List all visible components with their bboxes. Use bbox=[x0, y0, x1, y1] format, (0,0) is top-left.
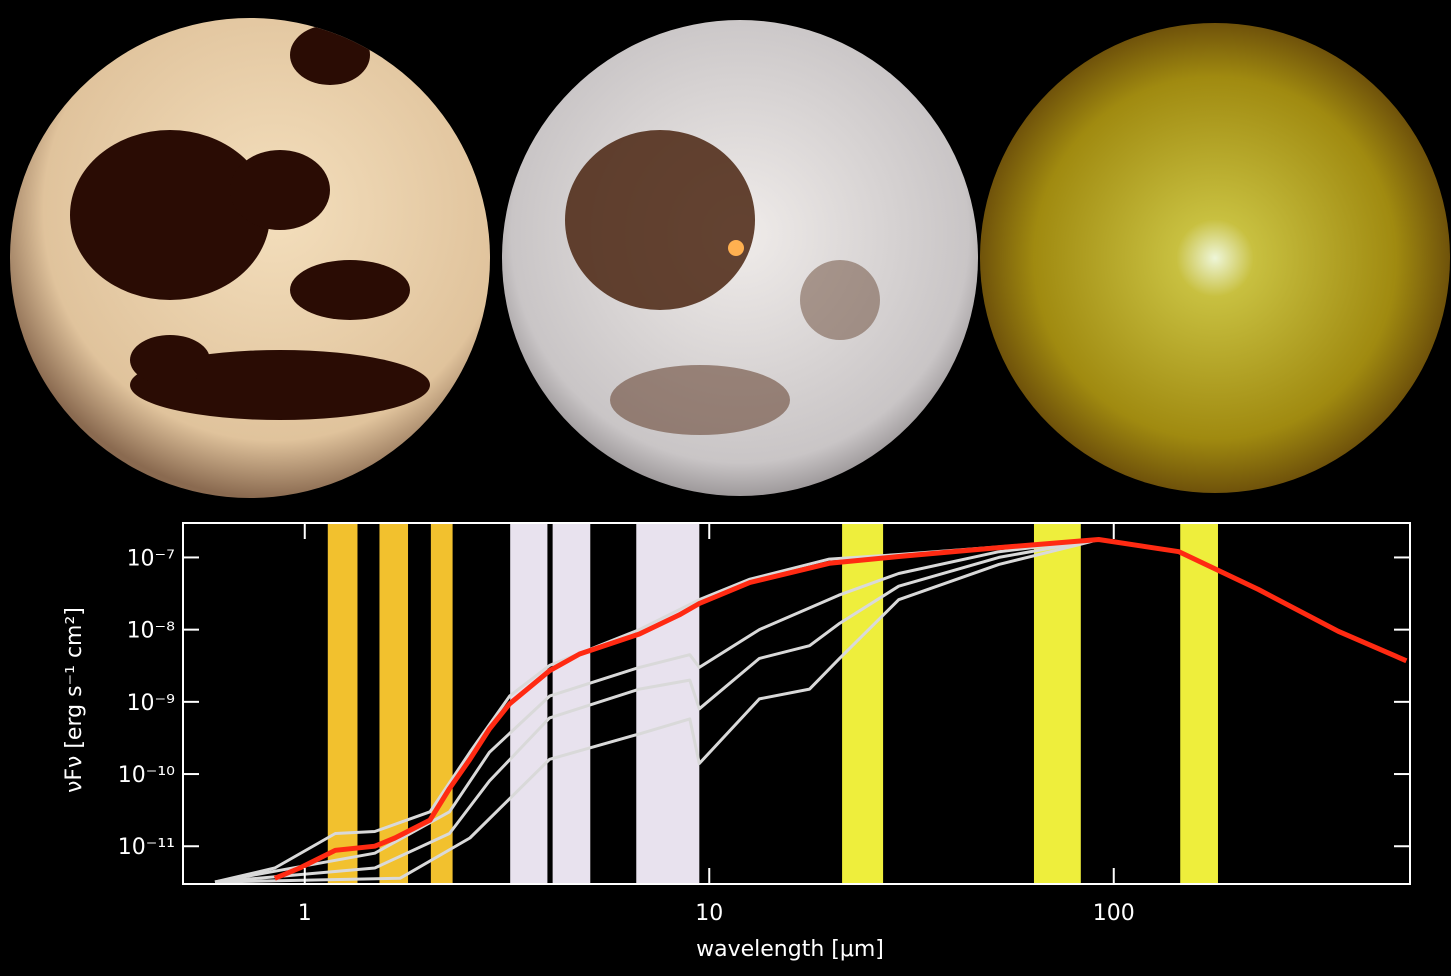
y-axis-label: νFν [erg s⁻¹ cm²] bbox=[62, 607, 87, 793]
filter-band bbox=[842, 523, 883, 884]
x-tick-label: 1 bbox=[298, 901, 312, 926]
y-tick-label: 10⁻¹¹ bbox=[118, 835, 175, 860]
filter-band bbox=[636, 523, 699, 884]
filter-band bbox=[553, 523, 591, 884]
filter-band bbox=[328, 523, 358, 884]
y-tick-label: 10⁻⁸ bbox=[127, 619, 176, 644]
x-axis-label: wavelength [μm] bbox=[696, 937, 884, 962]
y-tick-label: 10⁻⁷ bbox=[127, 546, 175, 571]
y-tick-label: 10⁻¹⁰ bbox=[118, 763, 175, 788]
filter-band bbox=[431, 523, 453, 884]
image-panels bbox=[10, 18, 1450, 498]
figure: 10⁻⁷ 10⁻⁸ 10⁻⁹ 10⁻¹⁰ 10⁻¹¹ 1 10 100 νFν [erg s⁻… bbox=[0, 0, 1451, 976]
x-tick-label: 100 bbox=[1093, 901, 1135, 926]
plot-frame bbox=[183, 523, 1410, 884]
filter-band bbox=[1180, 523, 1218, 884]
plot: 10⁻⁷ 10⁻⁸ 10⁻⁹ 10⁻¹⁰ 10⁻¹¹ 1 10 100 bbox=[118, 523, 1410, 926]
filter-band bbox=[1034, 523, 1081, 884]
x-tick-label: 10 bbox=[695, 901, 723, 926]
image-3 bbox=[980, 23, 1450, 493]
page: {"chart_data": {"type": "line", "xlabel"… bbox=[0, 0, 1451, 976]
y-tick-label: 10⁻⁹ bbox=[127, 691, 175, 716]
